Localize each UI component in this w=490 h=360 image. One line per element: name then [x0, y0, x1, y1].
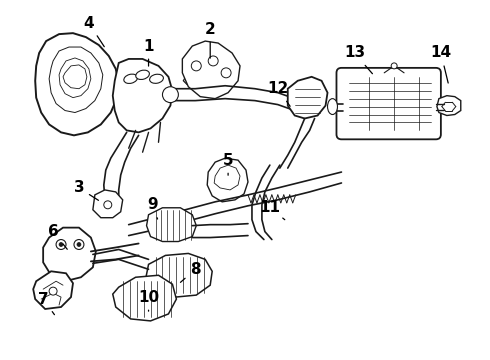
Ellipse shape — [136, 70, 149, 80]
Circle shape — [77, 243, 81, 247]
Circle shape — [74, 239, 84, 249]
Text: 3: 3 — [74, 180, 98, 201]
Ellipse shape — [124, 74, 138, 84]
Polygon shape — [437, 96, 461, 116]
Text: 1: 1 — [143, 39, 154, 66]
Text: 14: 14 — [430, 45, 451, 83]
Polygon shape — [213, 59, 237, 85]
Polygon shape — [198, 51, 222, 77]
Ellipse shape — [327, 99, 338, 114]
Text: 11: 11 — [259, 200, 285, 220]
Polygon shape — [146, 253, 212, 297]
Text: 9: 9 — [147, 197, 158, 219]
Circle shape — [104, 201, 112, 209]
Circle shape — [59, 243, 63, 247]
Polygon shape — [182, 41, 240, 99]
Text: 10: 10 — [138, 289, 159, 311]
Ellipse shape — [149, 74, 163, 84]
Polygon shape — [43, 228, 96, 281]
Polygon shape — [33, 271, 73, 309]
Text: 12: 12 — [267, 81, 290, 106]
FancyBboxPatch shape — [337, 68, 441, 139]
Polygon shape — [35, 33, 119, 135]
Circle shape — [221, 68, 231, 78]
Circle shape — [391, 63, 397, 69]
Text: 8: 8 — [180, 262, 200, 282]
Circle shape — [191, 61, 201, 71]
Polygon shape — [183, 59, 207, 85]
Text: 5: 5 — [223, 153, 233, 175]
Circle shape — [56, 239, 66, 249]
Circle shape — [163, 87, 178, 103]
Polygon shape — [288, 77, 327, 118]
Polygon shape — [113, 59, 172, 132]
Text: 4: 4 — [84, 16, 104, 47]
Text: 13: 13 — [344, 45, 372, 74]
Polygon shape — [93, 190, 122, 218]
Circle shape — [49, 287, 57, 295]
Polygon shape — [147, 208, 196, 242]
Polygon shape — [207, 158, 248, 202]
Text: 6: 6 — [48, 224, 67, 249]
Text: 2: 2 — [205, 22, 216, 58]
Circle shape — [208, 56, 218, 66]
Text: 7: 7 — [38, 292, 54, 315]
Polygon shape — [113, 275, 176, 321]
